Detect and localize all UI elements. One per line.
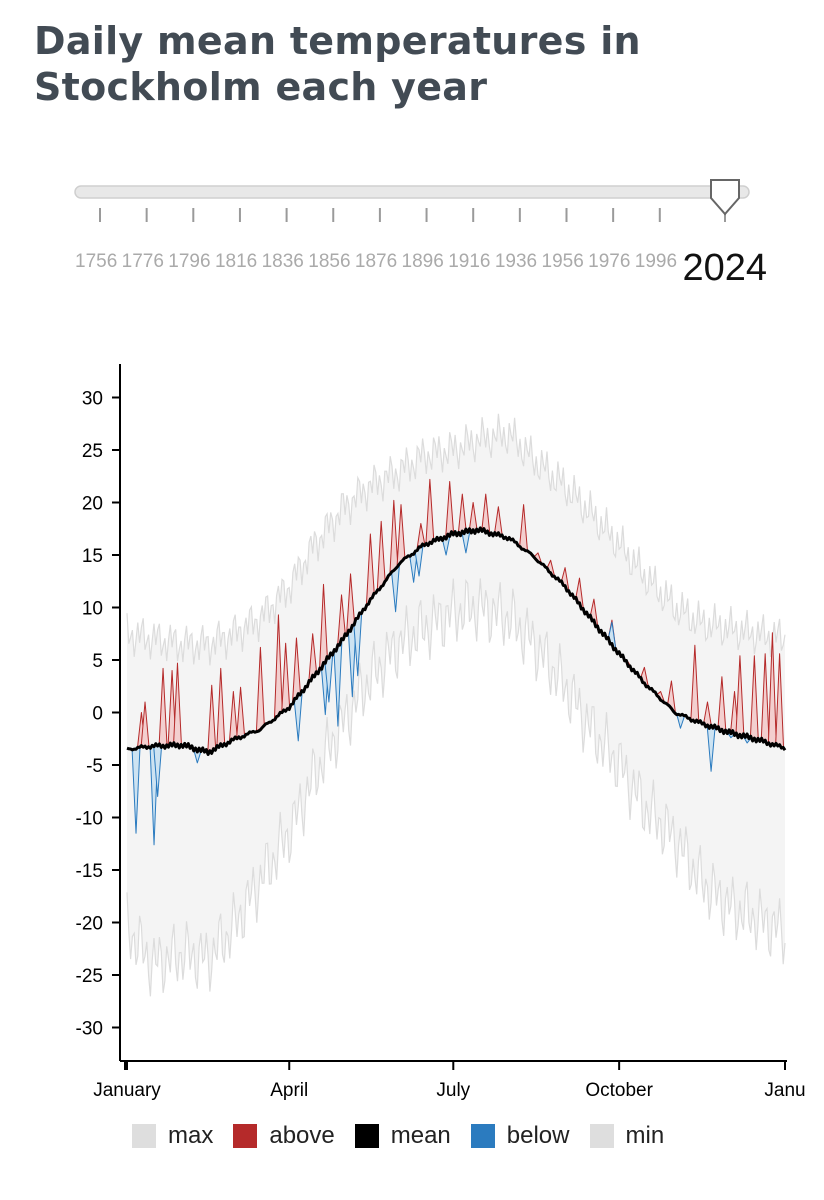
max-line [126,413,786,666]
slider-tick-labels: 1756 1776 1796 1816 1836 1856 1876 1896 1916 1936… [75,251,677,272]
slider-tick-label: 1796 [168,251,210,272]
legend-swatch [132,1124,156,1148]
y-tick-label: -25 [76,966,103,987]
legend-label: above [269,1122,335,1149]
slider-tick-label: 1956 [542,251,584,272]
legend-swatch [354,1124,379,1148]
slider-ticks [99,208,726,222]
year-slider[interactable]: 1756 1776 1796 1816 1836 1856 1876 1896 1916 1936… [0,160,824,300]
slider-tick-label: 1756 [75,251,117,272]
y-tick-label: 20 [82,494,103,515]
legend-label: max [168,1122,214,1149]
mean-line [126,526,787,756]
legend-swatch [589,1124,614,1148]
y-tick-label: 0 [92,704,103,725]
legend: max above mean below min [132,1120,684,1152]
y-tick-label: -5 [86,756,103,777]
legend-label: below [506,1122,570,1149]
page-title: Daily mean temperatures in Stockholm eac… [34,19,641,109]
y-tick-label: 15 [82,546,103,567]
slider-tick-label: 1936 [495,251,537,272]
y-tick-label: 5 [92,651,103,672]
y-tick-label: -30 [76,1019,103,1040]
mean-series [126,526,787,756]
slider-tick-label: 1856 [308,251,350,272]
x-tick-label: April [270,1080,308,1101]
legend-swatch [233,1124,258,1148]
y-tick-label: 25 [82,441,103,462]
slider-tick-label: 1876 [355,251,397,272]
y-tick-label: -15 [76,861,103,882]
min-line [126,578,786,997]
min-max-band [126,413,786,997]
slider-tick-label: 1776 [122,251,164,272]
slider-handle-icon[interactable] [710,179,740,216]
slider-tick-label: 1836 [262,251,304,272]
x-tick-label: January [93,1080,161,1101]
legend-item-mean: mean [354,1122,451,1150]
slider-tick-label: 1916 [448,251,490,272]
temperature-chart: 30 25 20 15 10 5 0 -5 -10 -15 -20 -25 -30 January Apri… [76,364,806,1101]
y-tick-label: -10 [76,809,103,830]
slider-track[interactable] [74,185,750,199]
x-tick-label: Janu [764,1080,805,1101]
legend-item-min: min [589,1122,665,1150]
selected-year: 2024 [682,247,767,289]
axes: 30 25 20 15 10 5 0 -5 -10 -15 -20 -25 -30 January Apri… [76,364,806,1101]
slider-tick-label: 1896 [402,251,444,272]
legend-item-above: above [233,1122,335,1150]
year-slider-graphic[interactable]: 1756 1776 1796 1816 1836 1856 1876 1896 1916 1936… [0,160,824,300]
legend-label: min [625,1122,665,1149]
slider-tick-label: 1816 [215,251,257,272]
min-max-band-fill [127,413,785,997]
x-tick-label: October [585,1080,653,1101]
legend-item-below: below [470,1122,570,1150]
slider-tick-label: 1996 [635,251,677,272]
legend-label: mean [390,1122,451,1149]
y-tick-label: -20 [76,914,103,935]
y-tick-label: 30 [82,389,103,410]
slider-tick-label: 1976 [588,251,630,272]
legend-item-max: max [132,1122,213,1150]
x-tick-label: July [436,1080,470,1101]
y-tick-label: 10 [82,599,103,620]
slider-handle[interactable] [710,179,740,216]
legend-swatch [470,1124,495,1148]
